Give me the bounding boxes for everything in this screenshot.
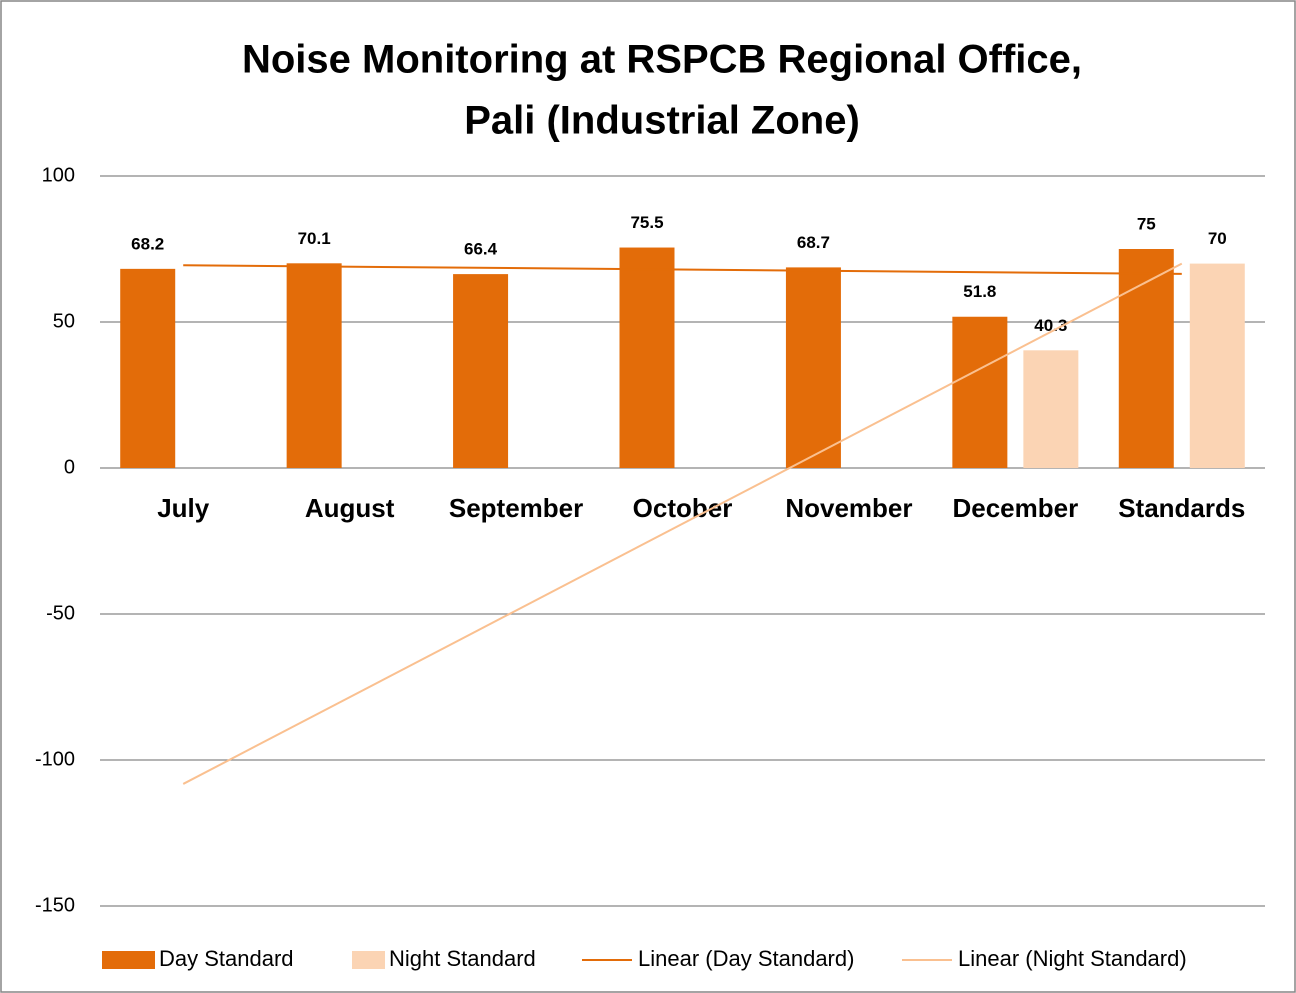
data-label: 51.8 bbox=[963, 282, 996, 301]
bar bbox=[952, 316, 1008, 468]
legend-label: Night Standard bbox=[389, 946, 536, 971]
legend-label: Day Standard bbox=[159, 946, 294, 971]
legend-label: Linear (Night Standard) bbox=[958, 946, 1187, 971]
bar bbox=[453, 274, 509, 468]
bar bbox=[619, 247, 675, 468]
y-tick-label: -150 bbox=[35, 894, 75, 916]
x-tick-label: September bbox=[449, 493, 583, 523]
data-label: 75 bbox=[1137, 214, 1156, 233]
data-label: 70.1 bbox=[298, 229, 331, 248]
data-label: 68.7 bbox=[797, 233, 830, 252]
y-tick-label: 50 bbox=[53, 310, 75, 332]
x-tick-label: November bbox=[785, 493, 912, 523]
x-tick-label: August bbox=[305, 493, 395, 523]
x-tick-label: July bbox=[157, 493, 210, 523]
x-tick-label: December bbox=[952, 493, 1078, 523]
data-label: 40.3 bbox=[1034, 316, 1067, 335]
x-tick-label: October bbox=[633, 493, 733, 523]
bar bbox=[1118, 249, 1174, 468]
y-tick-label: -100 bbox=[35, 748, 75, 770]
legend-swatch bbox=[352, 951, 385, 969]
trendline bbox=[182, 262, 1183, 785]
legend-swatch bbox=[102, 951, 155, 969]
x-tick-label: Standards bbox=[1118, 493, 1245, 523]
trendline bbox=[183, 264, 1182, 275]
y-tick-label: 0 bbox=[64, 456, 75, 478]
data-label: 75.5 bbox=[630, 213, 663, 232]
bar bbox=[286, 263, 342, 468]
bar bbox=[785, 267, 841, 468]
data-label: 66.4 bbox=[464, 240, 498, 259]
chart-title: Noise Monitoring at RSPCB Regional Offic… bbox=[242, 38, 1082, 82]
data-label: 68.2 bbox=[131, 234, 164, 253]
bar bbox=[120, 268, 176, 468]
legend-label: Linear (Day Standard) bbox=[638, 946, 854, 971]
bar bbox=[1189, 263, 1245, 468]
y-tick-label: 100 bbox=[42, 164, 75, 186]
bar bbox=[1023, 350, 1079, 468]
chart-title: Pali (Industrial Zone) bbox=[464, 99, 860, 143]
y-tick-label: -50 bbox=[46, 602, 75, 624]
data-label: 70 bbox=[1208, 229, 1227, 248]
